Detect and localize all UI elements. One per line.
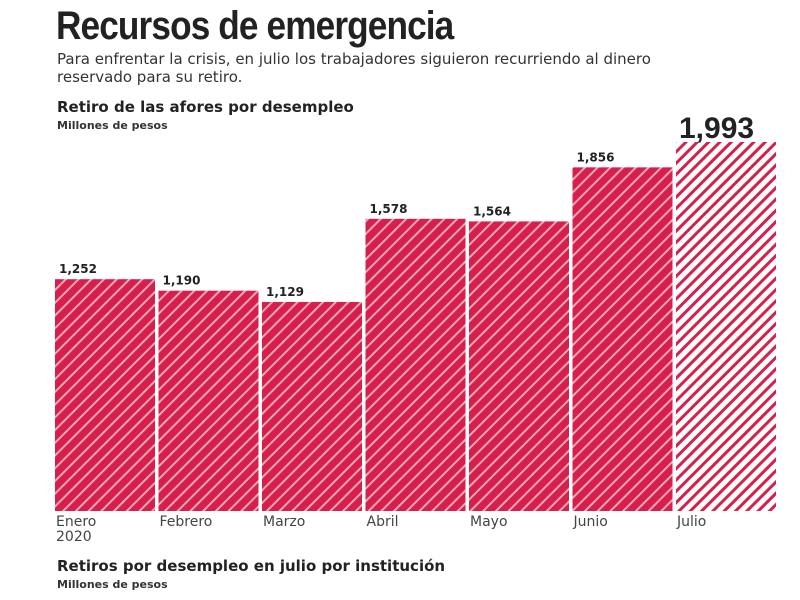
data-label: 1,856: [577, 150, 615, 164]
bar-febrero: [158, 290, 259, 511]
data-label: 1,190: [163, 274, 201, 288]
data-label: 1,252: [59, 262, 97, 276]
x-tick-sublabel: 2020: [56, 529, 92, 545]
data-label: 1,578: [370, 202, 408, 216]
bar-junio: [572, 167, 673, 511]
x-tick-label: Marzo: [263, 514, 305, 530]
page-subtitle: Para enfrentar la crisis, en julio los t…: [57, 50, 651, 86]
data-label: 1,564: [473, 204, 511, 218]
x-tick-label: Mayo: [470, 514, 508, 530]
chart-title: Retiro de las afores por desempleo: [57, 98, 354, 116]
data-label: 1,129: [266, 285, 304, 299]
x-tick-label: Julio: [676, 514, 706, 530]
section2-unit: Millones de pesos: [57, 578, 168, 591]
x-tick-label: Abril: [367, 514, 399, 530]
bar-mayo: [469, 221, 569, 511]
bar-julio: [676, 142, 776, 511]
chart-unit: Millones de pesos: [57, 119, 168, 132]
bar-marzo: [262, 301, 362, 511]
page-title: Recursos de emergencia: [56, 4, 454, 48]
data-label: 1,993: [679, 112, 754, 145]
x-tick-label: Junio: [573, 514, 608, 530]
x-tick-label: Enero: [56, 514, 96, 530]
section2-title: Retiros por desempleo en julio por insti…: [57, 557, 446, 575]
x-tick-label: Febrero: [160, 514, 213, 530]
bar-enero: [55, 279, 155, 511]
bar-abril: [365, 218, 466, 511]
